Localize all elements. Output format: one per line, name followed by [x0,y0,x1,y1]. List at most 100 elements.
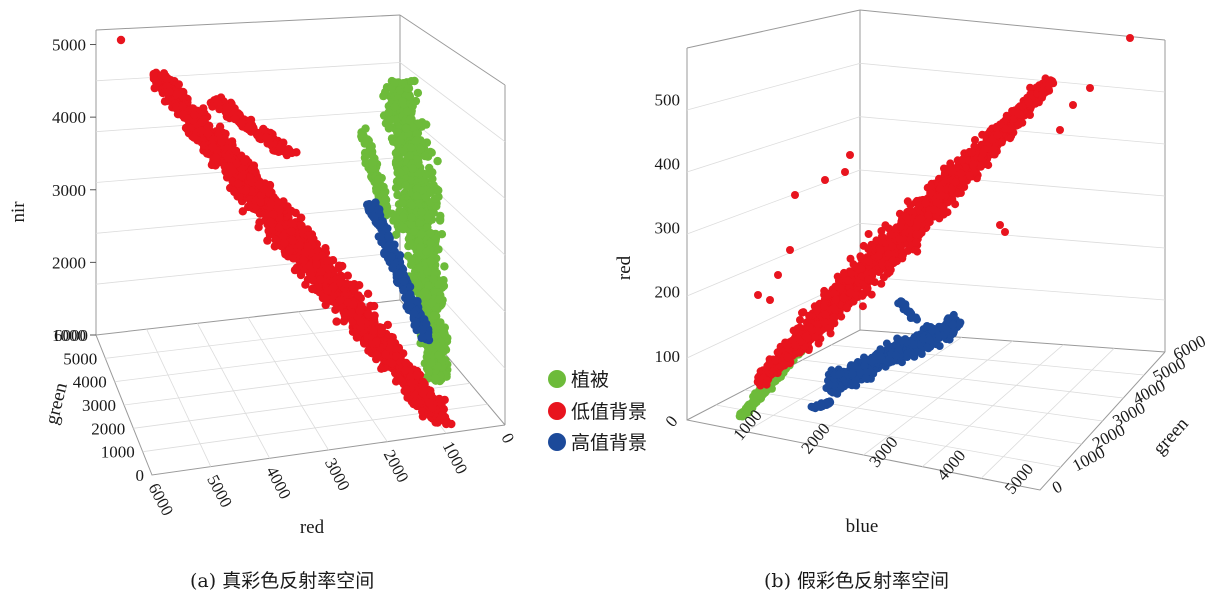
scatter-point [436,318,445,327]
scatter-point [409,227,419,236]
scatter-point [406,143,416,152]
scatter-point [203,129,212,138]
scatter-point [425,398,434,408]
scatter-point [341,308,350,318]
scatter-point [275,223,284,232]
scatter-point [174,80,183,89]
scatter-point [413,297,422,306]
scatter-point [297,221,306,230]
scatter-point [202,149,212,158]
scatter-point [379,91,388,101]
scatter-point [332,317,341,326]
scatter-point [415,218,424,227]
scatter-point [335,296,345,305]
scatter-point [948,320,957,329]
scatter-point [417,207,426,217]
scatter-point [307,234,316,243]
scatter-point [391,230,401,239]
scatter-point [384,231,393,241]
scatter-point [876,352,885,360]
scatter-point [434,295,444,304]
scatter-point [316,267,326,277]
scatter-point [928,326,937,335]
scatter-point [162,74,172,84]
scatter-point [316,275,325,284]
scatter-point [266,217,275,227]
scatter-point [254,223,263,232]
scatter-point [254,180,264,189]
scatter-point [241,186,250,195]
scatter-point [372,186,381,196]
scatter-point [372,337,381,346]
scatter-point [405,115,414,125]
scatter-point [424,367,433,376]
scatter-point [276,143,285,152]
scatter-point [422,247,431,256]
scatter-point [949,329,958,338]
scatter-point [390,78,399,87]
scatter-point [342,279,351,288]
scatter-point [405,297,415,306]
scatter-point [409,309,419,318]
scatter-point [402,385,411,395]
scatter-point [757,391,766,400]
scatter-point [407,201,416,210]
scatter-point [430,373,440,382]
scatter-point [416,145,425,154]
scatter-point [897,337,906,345]
scatter-point [249,161,259,170]
scatter-point [223,152,232,162]
scatter-point [368,158,377,167]
scatter-point [377,326,386,336]
scatter-point [372,350,381,360]
scatter-point [406,260,416,269]
scatter-point [282,150,292,160]
scatter-point [383,242,393,252]
scatter-point [828,388,837,397]
scatter-point [412,136,421,145]
scatter-point [426,238,435,248]
scatter-point [386,115,396,124]
scatter-point [925,335,934,344]
scatter-point [437,230,447,239]
scatter-point [818,402,827,410]
scatter-point [178,102,187,111]
scatter-point [211,153,220,162]
scatter-point [264,134,274,144]
scatter-point [308,284,317,294]
scatter-point [405,92,415,101]
scatter-point [190,110,199,119]
scatter-point [361,124,370,133]
scatter-point [435,214,445,224]
scatter-point [321,244,330,253]
panel-a-points [116,35,456,429]
scatter-point [383,224,392,233]
scatter-point [283,202,292,211]
scatter-point [231,146,241,156]
scatter-point [323,286,332,295]
scatter-point [861,374,870,383]
scatter-point [395,168,405,177]
scatter-point [369,326,378,336]
scatter-point [407,213,416,222]
scatter-point [835,370,844,379]
scatter-point [440,262,449,271]
scatter-point [412,191,421,201]
scatter-point [246,115,256,125]
scatter-point [951,200,960,209]
scatter-point [399,277,409,286]
scatter-point [423,213,432,222]
scatter-point [343,271,352,280]
scatter-point [312,260,321,269]
scatter-point [228,166,237,175]
scatter-point [222,103,231,112]
scatter-point [431,234,441,243]
scatter-point [398,97,407,106]
panel-b-points [735,34,1134,421]
scatter-point [381,194,390,204]
scatter-point [303,242,312,251]
scatter-point [395,136,405,146]
scatter-point [306,270,316,279]
scatter-point [395,374,404,384]
scatter-point [882,339,891,348]
